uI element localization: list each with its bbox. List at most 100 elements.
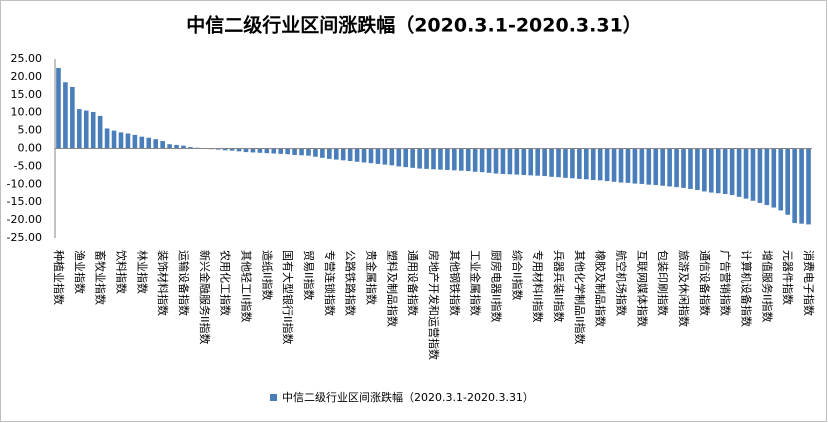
x-tick-label: 其他轻工II指数 (239, 250, 253, 323)
bar (340, 148, 346, 161)
x-tick-label: 其他钢铁指数 (448, 250, 462, 316)
bar (639, 148, 645, 184)
x-tick-label: 计算机设备指数 (740, 250, 754, 327)
bar (500, 148, 506, 174)
y-tick-label: 25.00 (11, 52, 43, 65)
bar (729, 148, 735, 196)
bar (806, 148, 811, 225)
x-tick-label: 旅游及休闲指数 (677, 250, 691, 327)
bar (313, 148, 318, 157)
bar (77, 109, 82, 149)
x-tick-label: 贸易II指数 (302, 250, 316, 301)
bar (472, 148, 478, 172)
bar (250, 148, 256, 153)
bar (452, 148, 457, 171)
x-tick-label: 包装印刷指数 (656, 250, 670, 316)
x-tick-label: 专用材料II指数 (531, 250, 545, 323)
bar (521, 148, 527, 175)
x-tick-label: 公路铁路指数 (344, 250, 358, 316)
bar (285, 148, 290, 155)
bar (368, 148, 374, 164)
bar (417, 148, 422, 169)
bar (583, 148, 589, 180)
bar (160, 140, 165, 149)
x-tick-label: 消费电子指数 (802, 250, 816, 316)
x-tick-label: 运输设备指数 (177, 250, 191, 316)
bar (97, 115, 103, 149)
bar (125, 133, 131, 149)
legend-swatch (270, 394, 277, 401)
bar (708, 148, 714, 193)
bar (146, 137, 152, 149)
bar (653, 148, 659, 186)
y-tick-label: 5.00 (18, 124, 43, 137)
x-tick-label: 装饰材料指数 (156, 250, 170, 316)
bar (799, 148, 804, 224)
bar (382, 148, 388, 165)
x-tick-label: 畜牧业指数 (94, 250, 108, 305)
bar (111, 130, 117, 149)
bar (222, 148, 228, 151)
bar (514, 148, 520, 175)
bar (104, 128, 110, 149)
x-tick-label: 其他化学制品II指数 (573, 250, 587, 345)
bar (542, 148, 547, 177)
bar (333, 148, 339, 160)
x-tick-label: 渔业指数 (73, 250, 87, 294)
x-tick-label: 增值服务II指数 (760, 250, 774, 323)
bar (299, 148, 304, 156)
bar (292, 148, 297, 155)
bar (660, 148, 665, 186)
x-tick-label: 贵金属指数 (364, 250, 378, 305)
bar (667, 148, 672, 187)
bar (465, 148, 471, 172)
bar (271, 148, 277, 154)
bar (493, 148, 499, 174)
bar (354, 148, 360, 162)
bar (743, 148, 749, 199)
legend-label: 中信二级行业区间涨跌幅（2020.3.1-2020.3.31） (282, 390, 534, 404)
y-tick-label: 15.00 (11, 88, 43, 101)
bar (389, 148, 395, 166)
bar (681, 148, 686, 188)
bar (83, 110, 89, 149)
bar (702, 148, 707, 192)
bar (479, 148, 485, 173)
x-tick-label: 互联网媒体指数 (635, 250, 649, 327)
bar (736, 148, 742, 197)
y-tick-label: -5.00 (14, 159, 42, 172)
x-tick-label: 广告营销指数 (719, 250, 733, 316)
bar (215, 148, 221, 150)
y-tick-label: 20.00 (11, 70, 43, 83)
x-tick-label: 航空机场指数 (615, 250, 629, 316)
x-tick-label: 综合II指数 (510, 250, 524, 301)
bar (695, 148, 700, 191)
y-tick-label: -15.00 (7, 195, 42, 208)
bar (236, 148, 242, 152)
bar (764, 148, 770, 206)
x-tick-label: 农用化工指数 (219, 250, 233, 316)
x-tick-label: 饮料指数 (114, 250, 128, 294)
bar (361, 148, 367, 163)
bar (757, 148, 763, 203)
bar (771, 148, 777, 208)
x-tick-label: 元器件指数 (781, 250, 795, 305)
bar (410, 148, 415, 168)
x-tick-label: 国有大型银行II指数 (281, 250, 295, 345)
bar (486, 148, 492, 173)
bar (556, 148, 561, 178)
x-tick-label: 通信设备指数 (698, 250, 712, 316)
bar (306, 148, 311, 156)
bar (396, 148, 402, 167)
x-tick-label: 厨房电器II指数 (490, 250, 504, 323)
bar (167, 144, 172, 149)
x-tick-label: 房地产开发和运营指数 (427, 250, 441, 360)
bar (139, 136, 145, 149)
bar (375, 148, 381, 164)
bar (577, 148, 582, 179)
bar (90, 111, 96, 149)
bar (618, 148, 624, 183)
bar (327, 148, 332, 159)
bar (507, 148, 513, 175)
